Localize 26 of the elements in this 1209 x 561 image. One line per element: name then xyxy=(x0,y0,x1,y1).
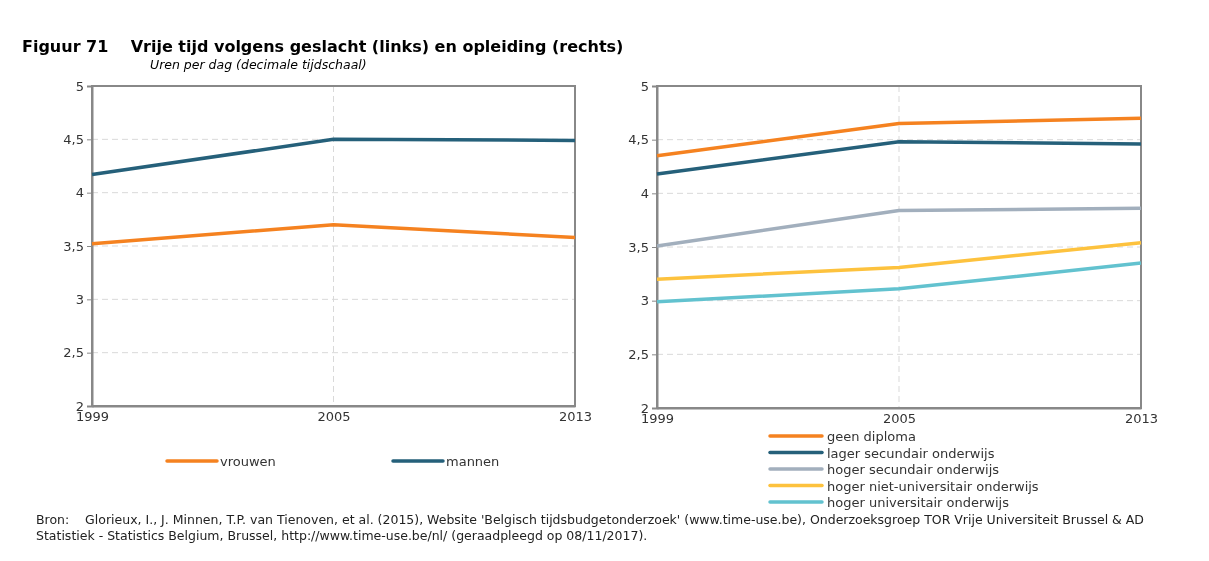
text: Bron: Glorieux, I., J. Minnen, T.P. van Tienoven, et al. (2015), Website 'Belgisch tijdsbudgetonderzoek' (www.time-use.be), Onderzoeksgroep TOR Vrije Universiteit Brussel & AD Statistiek - Statistics Belgium, Brussel, http://www.time-use.be/nl/ (geraadpleegd op 08/11/2017). xyxy=(36,512,1145,544)
chart-subtitle: Uren per dag (decimale tijdschaal) xyxy=(150,57,367,72)
x-tick-label: 2005 xyxy=(317,408,351,424)
legend-label: hoger universitair onderwijs xyxy=(827,495,1010,510)
y-tick-label: 4 xyxy=(75,185,84,201)
y-tick-label: 5 xyxy=(640,78,649,94)
x-tick-label: 2013 xyxy=(1124,410,1159,426)
x-tick-label: 2005 xyxy=(882,410,917,426)
y-tick-label: 3,5 xyxy=(628,239,649,255)
y-tick-label: 3 xyxy=(75,291,84,307)
legend-label: hoger niet-universitair onderwijs xyxy=(827,478,1039,494)
legend-label: mannen xyxy=(446,454,500,469)
x-tick-label: 2013 xyxy=(558,408,593,424)
y-tick-label: 4,5 xyxy=(63,131,84,147)
y-tick-label: 2,5 xyxy=(63,345,84,361)
y-tick-label: 4,5 xyxy=(628,132,649,148)
legend-label: lager secundair onderwijs xyxy=(827,445,995,461)
legend-label: geen diploma xyxy=(827,429,916,444)
y-tick-label: 2,5 xyxy=(628,346,649,362)
legend-label: vrouwen xyxy=(220,454,276,469)
y-tick-label: 4 xyxy=(640,185,649,201)
chart-title: Figuur 71 Vrije tijd volgens geslacht (links) en opleiding (rechts) xyxy=(22,37,624,56)
legend-label: hoger secundair onderwijs xyxy=(827,462,1000,477)
y-tick-label: 3 xyxy=(640,293,649,309)
y-tick-label: 3,5 xyxy=(63,238,84,254)
y-tick-label: 5 xyxy=(75,78,84,94)
